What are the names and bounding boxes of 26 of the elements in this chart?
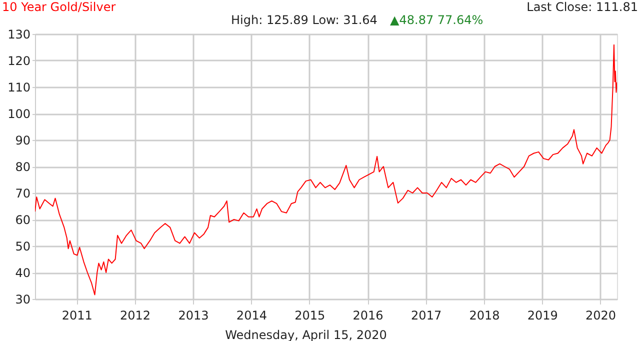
y-tick-label: 110: [8, 80, 30, 94]
x-tick-label: 2011: [62, 308, 92, 322]
text: High: 125.89 Low: 31.64: [231, 13, 378, 27]
y-tick-label: 120: [8, 54, 30, 68]
y-tick-label: 130: [8, 28, 30, 42]
x-tick-label: 2015: [294, 308, 326, 322]
x-tick-label: 2012: [120, 308, 151, 322]
y-tick-label: 60: [15, 213, 30, 227]
x-tick-label: 2019: [527, 308, 558, 322]
x-tick-label: 2020: [586, 308, 616, 322]
y-tick-label: 80: [15, 160, 30, 174]
chart-title: 10 Year Gold/Silver: [2, 0, 116, 14]
x-tick-label: 2017: [411, 308, 442, 322]
x-tick-label: 2016: [352, 308, 384, 322]
text: Last Close: 111.81: [526, 0, 638, 14]
x-tick-label: 2018: [469, 308, 500, 322]
y-tick-label: 100: [8, 107, 30, 121]
text: ▲48.87 77.64%: [390, 13, 484, 27]
y-tick-label: 90: [15, 134, 30, 148]
y-tick-label: 40: [15, 266, 30, 280]
x-tick-label: 2014: [236, 308, 267, 322]
y-tick-label: 70: [15, 186, 30, 200]
y-tick-label: 50: [15, 240, 30, 254]
y-tick-label: 30: [15, 292, 30, 306]
line-series: [35, 44, 617, 296]
x-tick-label: 2013: [178, 308, 209, 322]
